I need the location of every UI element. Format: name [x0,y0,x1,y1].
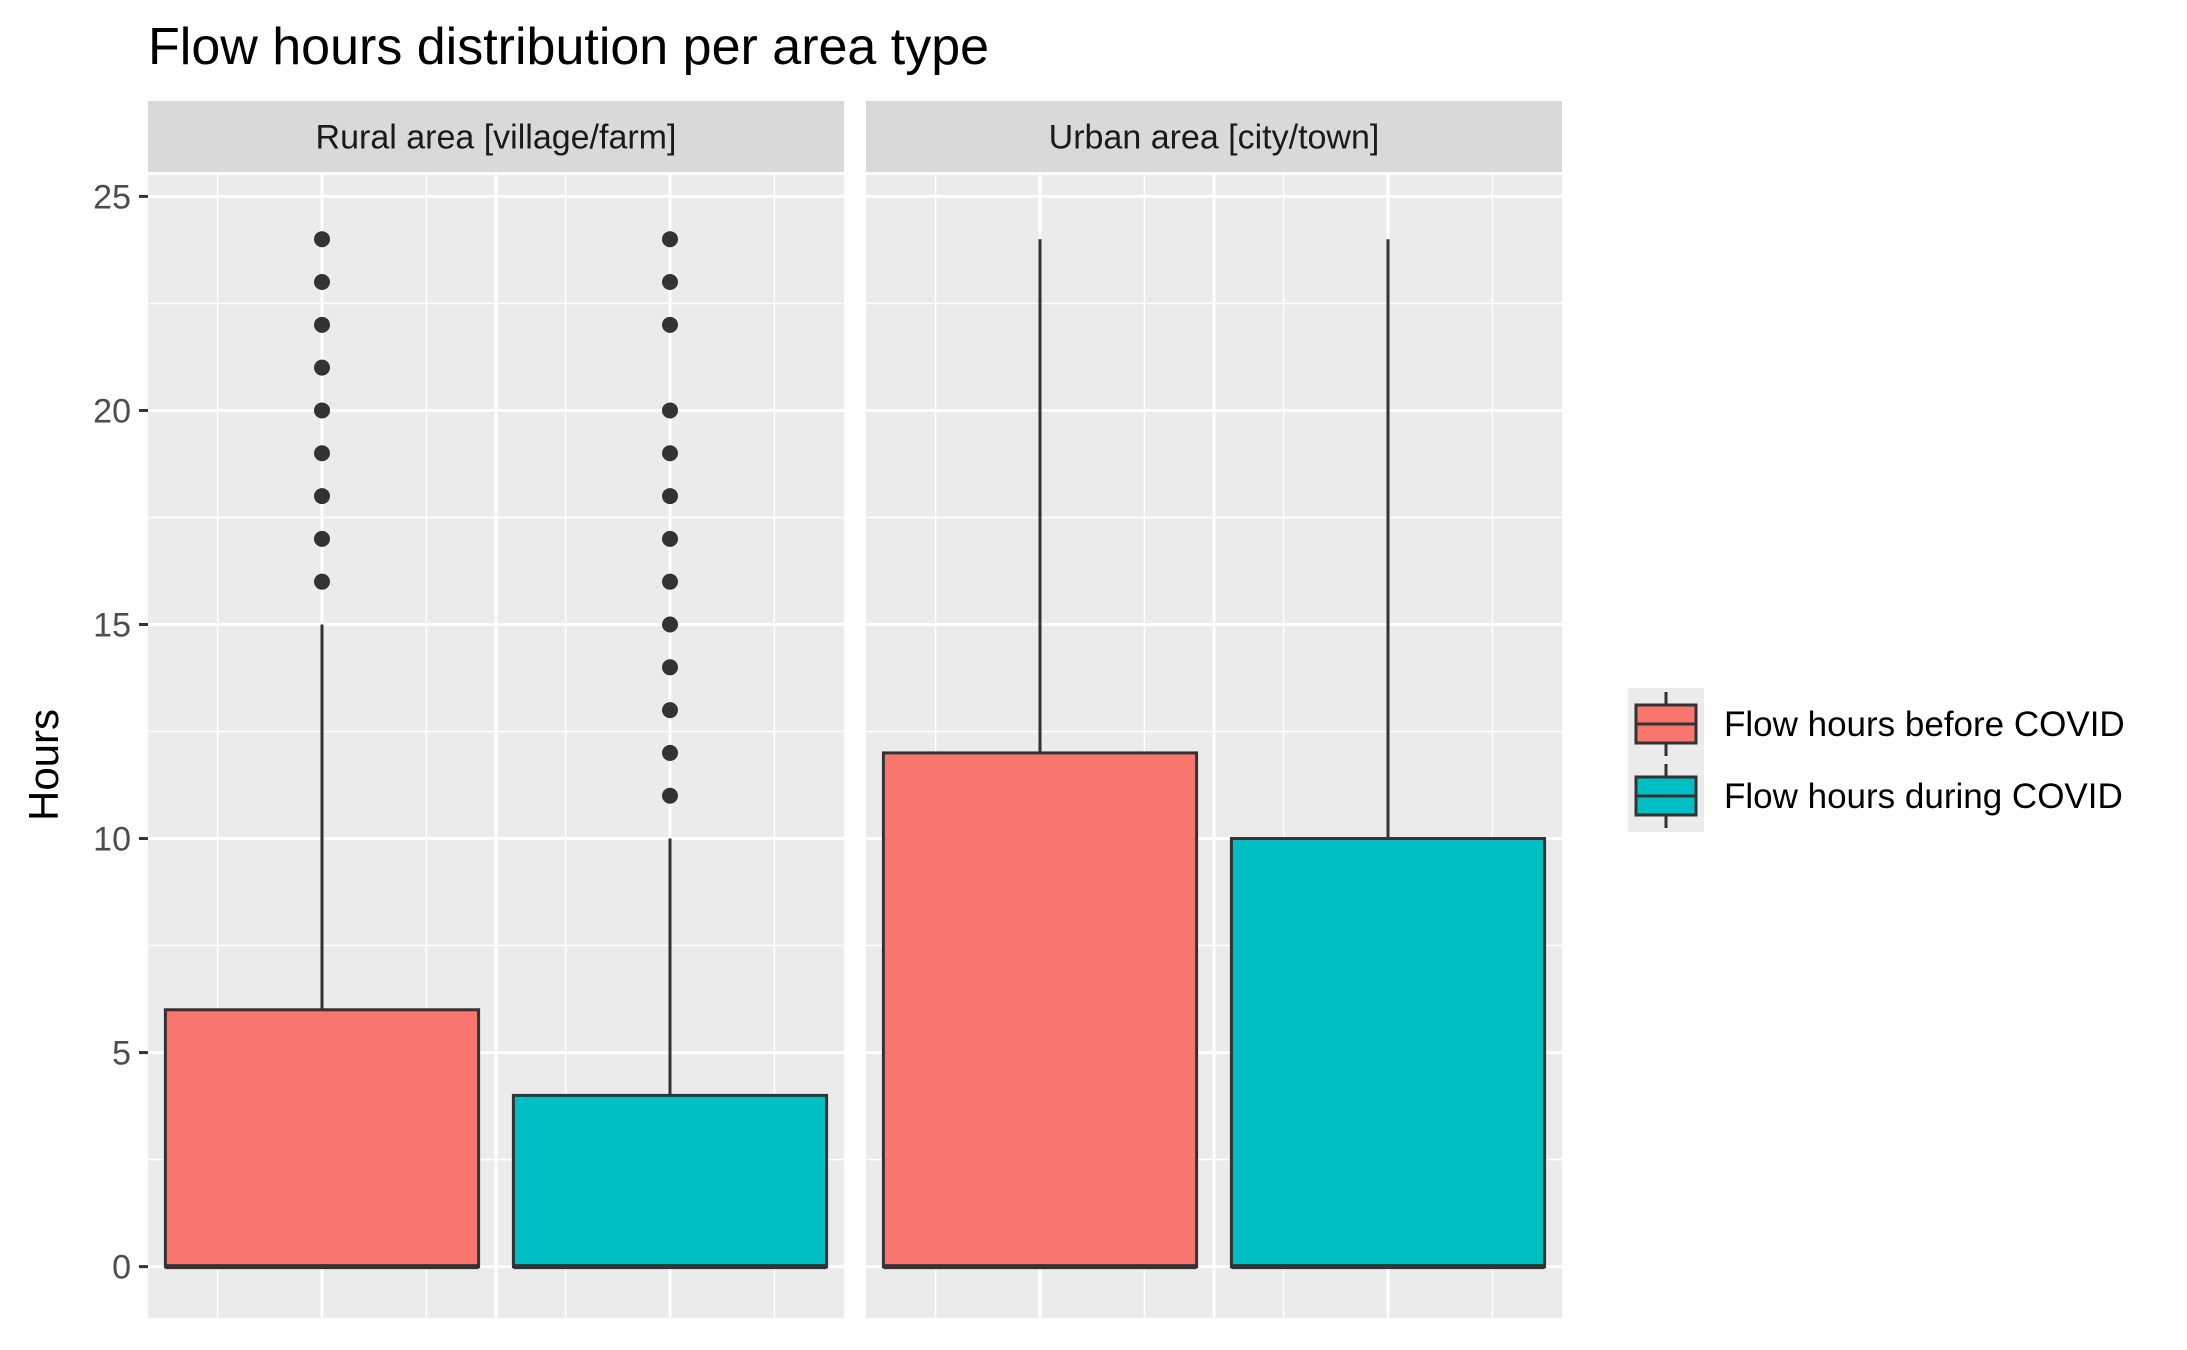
outlier-point [314,573,330,590]
outlier-point [314,445,330,462]
outlier-point [314,316,330,333]
y-axis: 0 5 10 15 20 25 [93,178,148,1287]
outlier-point [662,702,678,719]
legend: Flow hours before COVID Flow hours during… [1628,688,2125,832]
outlier-point [662,744,678,761]
outlier-point [662,231,678,248]
outlier-point [314,274,330,291]
y-axis-title: Hours [20,709,67,821]
facet-strip [866,101,1562,172]
box-rect [881,751,1199,1269]
facet-panels: Rural area [village/farm] Urban area [cit… [148,101,1562,1318]
outlier-point [314,231,330,248]
y-tick-label: 25 [93,178,131,216]
facet-panel: Urban area [city/town] [866,101,1562,1318]
box-rect [1229,837,1547,1269]
outlier-point [662,445,678,462]
box-rect [511,1093,829,1269]
outlier-point [314,530,330,547]
legend-item: Flow hours before COVID [1634,692,2125,756]
outlier-point [662,659,678,676]
facet-strip [148,101,844,172]
outlier-point [314,359,330,376]
outlier-point [314,402,330,419]
box-during [511,231,829,1270]
y-tick-label: 5 [112,1035,131,1073]
legend-label: Flow hours before COVID [1724,705,2125,744]
legend-label: Flow hours during COVID [1724,777,2123,816]
box-rect [163,1008,481,1269]
outlier-point [314,488,330,505]
outlier-point [662,616,678,633]
box-before [163,231,481,1270]
y-tick-label: 0 [112,1249,131,1287]
y-tick-label: 20 [93,392,131,430]
facet-panel: Rural area [village/farm] [148,101,844,1318]
facet-strip-label: Urban area [city/town] [1049,119,1380,157]
chart-title: Flow hours distribution per area type [148,18,989,76]
outlier-point [662,488,678,505]
y-tick-label: 10 [93,821,131,859]
y-tick-label: 15 [93,606,131,644]
outlier-point [662,530,678,547]
outlier-point [662,787,678,804]
facet-strip-label: Rural area [village/farm] [316,119,677,157]
legend-item: Flow hours during COVID [1634,764,2123,828]
outlier-point [662,573,678,590]
outlier-point [662,274,678,291]
box-before [881,239,1199,1270]
outlier-point [662,402,678,419]
outlier-point [662,316,678,333]
box-during [1229,239,1547,1270]
